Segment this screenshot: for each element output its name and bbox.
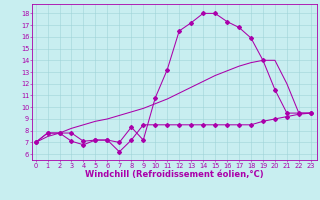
X-axis label: Windchill (Refroidissement éolien,°C): Windchill (Refroidissement éolien,°C) xyxy=(85,170,264,179)
